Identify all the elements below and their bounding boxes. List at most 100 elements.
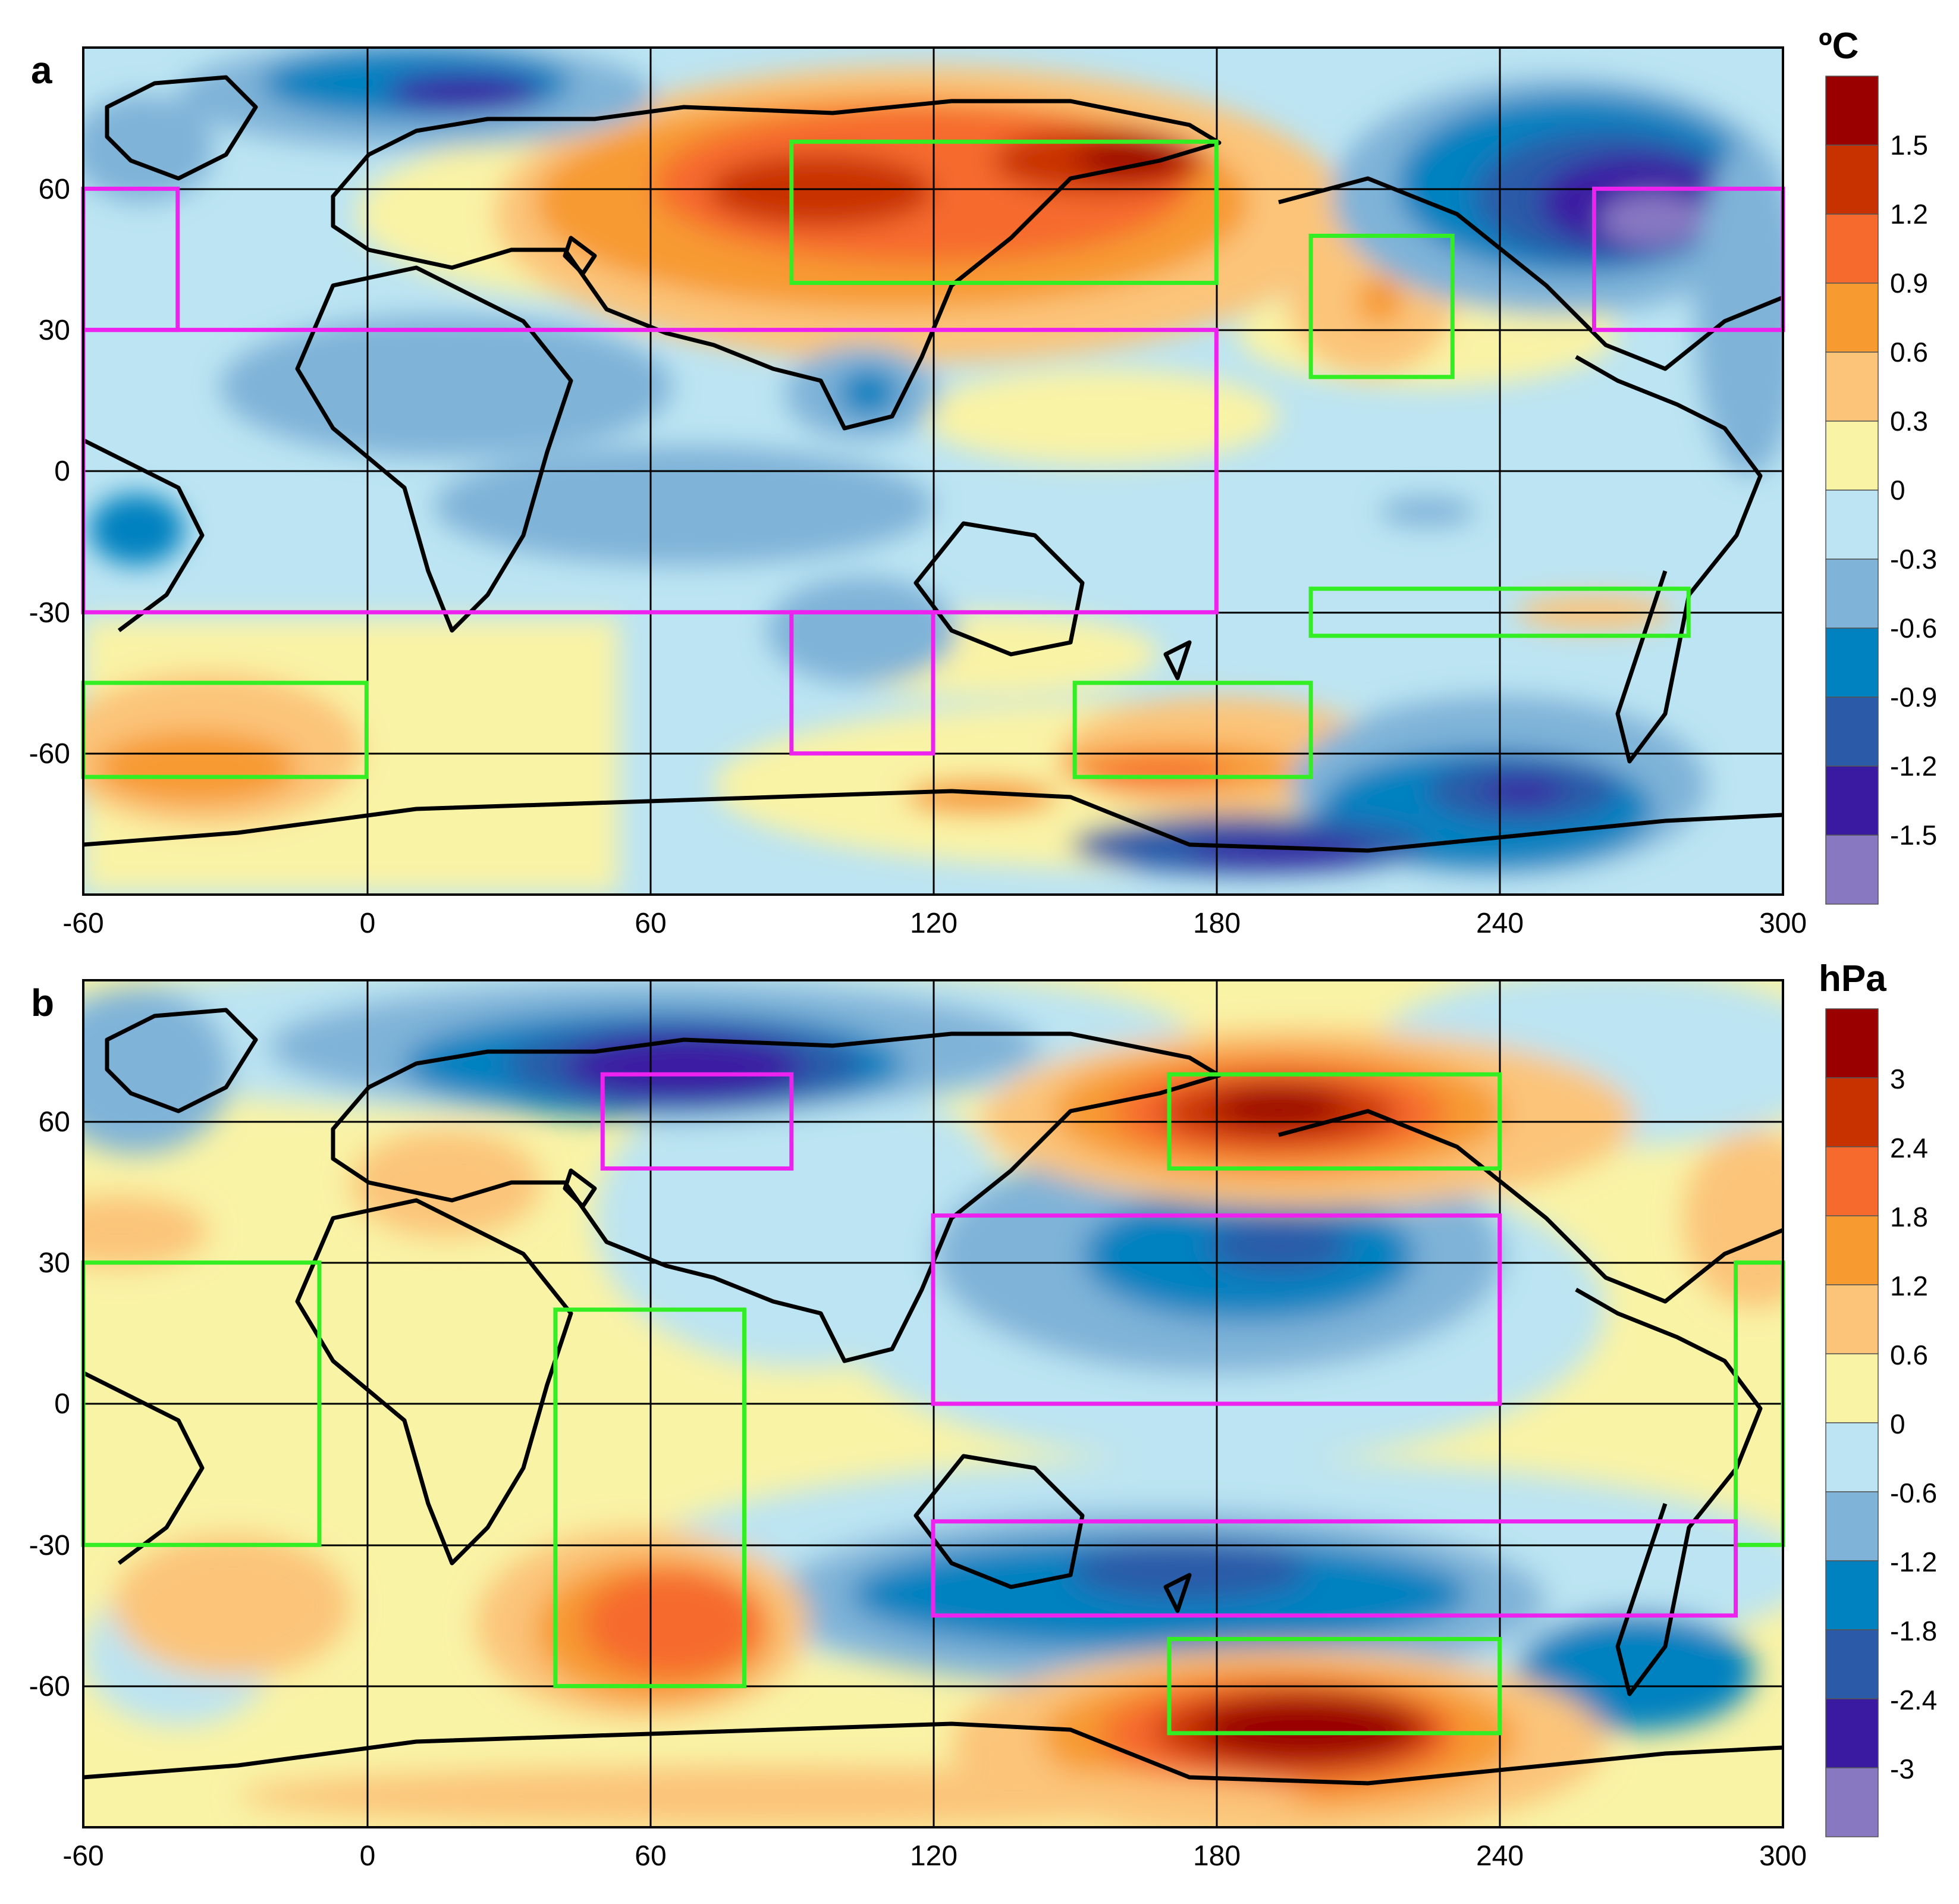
colorbar: hPa 3 2.4 1.8 1.2 0.6 0 -0.6 -1.2 -1.8 -… [1819,958,1937,1837]
green-region-box [1167,1072,1502,1171]
colorbar-swatch [1825,628,1879,698]
colorbar-swatch [1825,76,1879,146]
colorbar-swatch [1825,490,1879,560]
svg-text:-1.2: -1.2 [1890,751,1937,782]
colorbar-swatch [1825,559,1879,629]
colorbar-swatch [1825,1422,1879,1492]
svg-text:-60: -60 [62,908,103,939]
panel-letter: a [31,49,52,92]
svg-text:-60: -60 [29,1671,70,1702]
svg-text:180: 180 [1193,908,1241,939]
colorbar-swatch [1825,1560,1879,1630]
green-region-box [1308,586,1691,638]
svg-text:-0.3: -0.3 [1890,544,1937,575]
colorbar-swatch [1825,1215,1879,1285]
svg-text:0: 0 [1890,475,1905,506]
colorbar-unit: hPa [1819,958,1886,999]
panel-letter: b [31,981,54,1024]
colorbar-swatches [1825,1008,1879,1837]
svg-text:-3: -3 [1890,1754,1914,1784]
svg-text:60: 60 [635,1840,666,1872]
svg-text:240: 240 [1476,908,1524,939]
svg-text:1.8: 1.8 [1890,1202,1928,1232]
svg-text:0: 0 [54,456,70,487]
colorbar-swatches [1825,76,1879,905]
map-frame [82,46,1784,896]
colorbar-swatch [1825,766,1879,836]
svg-text:-1.5: -1.5 [1890,820,1937,851]
svg-text:0.6: 0.6 [1890,1340,1928,1370]
x-axis-ticks: -60 0 60 120 180 240 300 [62,908,1807,939]
colorbar-swatch [1825,1698,1879,1768]
svg-text:1.2: 1.2 [1890,1271,1928,1301]
svg-text:120: 120 [910,1840,957,1872]
colorbar-swatch [1825,1284,1879,1354]
panel-b: b 60 30 0 -30 -60 -60 0 60 120 180 240 3… [29,958,1938,1872]
svg-text:-30: -30 [29,597,70,629]
colorbar-labels: 3 2.4 1.8 1.2 0.6 0 -0.6 -1.2 -1.8 -2.4 … [1890,1064,1937,1784]
svg-text:-1.2: -1.2 [1890,1547,1937,1577]
colorbar-swatch [1825,1767,1879,1837]
magenta-region-box [931,1519,1738,1618]
svg-text:-0.6: -0.6 [1890,1478,1937,1508]
map-frame [82,979,1784,1828]
svg-text:300: 300 [1759,1840,1807,1872]
svg-text:1.2: 1.2 [1890,199,1928,230]
svg-text:120: 120 [910,908,957,939]
colorbar-swatch [1825,145,1879,215]
svg-text:2.4: 2.4 [1890,1133,1928,1163]
colorbar-swatch [1825,697,1879,767]
svg-text:60: 60 [39,1106,70,1138]
svg-text:0.9: 0.9 [1890,268,1928,299]
colorbar-unit: ºC [1819,26,1858,67]
colorbar-labels: 1.5 1.2 0.9 0.6 0.3 0 -0.3 -0.6 -0.9 -1.… [1890,130,1937,851]
svg-text:-0.6: -0.6 [1890,613,1937,644]
colorbar-swatch [1825,835,1879,905]
svg-text:300: 300 [1759,908,1807,939]
svg-text:-60: -60 [62,1840,103,1872]
pressure-field [83,980,1783,1827]
green-region-box [1072,680,1313,779]
svg-text:0: 0 [360,908,376,939]
panel-a: a 60 30 0 -30 -60 -60 0 60 120 180 240 3… [29,26,1938,939]
svg-text:3: 3 [1890,1064,1905,1094]
svg-text:-60: -60 [29,738,70,770]
green-region-box [1308,233,1455,379]
x-axis-ticks: -60 0 60 120 180 240 300 [62,1840,1807,1872]
colorbar-swatch [1825,1077,1879,1147]
svg-text:0: 0 [54,1388,70,1420]
colorbar-swatch [1825,1629,1879,1699]
svg-text:-0.9: -0.9 [1890,682,1937,713]
colorbar-swatch [1825,1008,1879,1078]
magenta-region-box [789,610,935,756]
svg-text:180: 180 [1193,1840,1241,1872]
svg-text:0.6: 0.6 [1890,337,1928,368]
magenta-region-box [600,1072,794,1171]
y-axis-ticks: 60 30 0 -30 -60 [29,1106,70,1702]
colorbar-swatch [1825,352,1879,422]
svg-text:0.3: 0.3 [1890,406,1928,437]
svg-text:-1.8: -1.8 [1890,1616,1937,1646]
svg-text:1.5: 1.5 [1890,130,1928,161]
svg-text:-2.4: -2.4 [1890,1685,1937,1715]
svg-text:-30: -30 [29,1530,70,1561]
magenta-region-box [931,1213,1502,1406]
svg-text:0: 0 [1890,1409,1905,1439]
svg-text:60: 60 [39,174,70,205]
colorbar-swatch [1825,1353,1879,1423]
green-region-box [1167,1637,1502,1736]
y-axis-ticks: 60 30 0 -30 -60 [29,174,70,770]
region-boxes [81,1072,1785,1736]
colorbar-swatch [1825,1146,1879,1216]
svg-text:60: 60 [635,908,666,939]
svg-text:240: 240 [1476,1840,1524,1872]
svg-text:30: 30 [39,1247,70,1279]
svg-text:30: 30 [39,315,70,346]
colorbar-swatch [1825,283,1879,353]
colorbar: ºC 1.5 1.2 0.9 0.6 0.3 0 -0.3 -0.6 -0.9 … [1819,26,1937,905]
green-region-box [553,1307,746,1689]
colorbar-swatch [1825,214,1879,284]
svg-text:0: 0 [360,1840,376,1872]
colorbar-swatch [1825,421,1879,491]
